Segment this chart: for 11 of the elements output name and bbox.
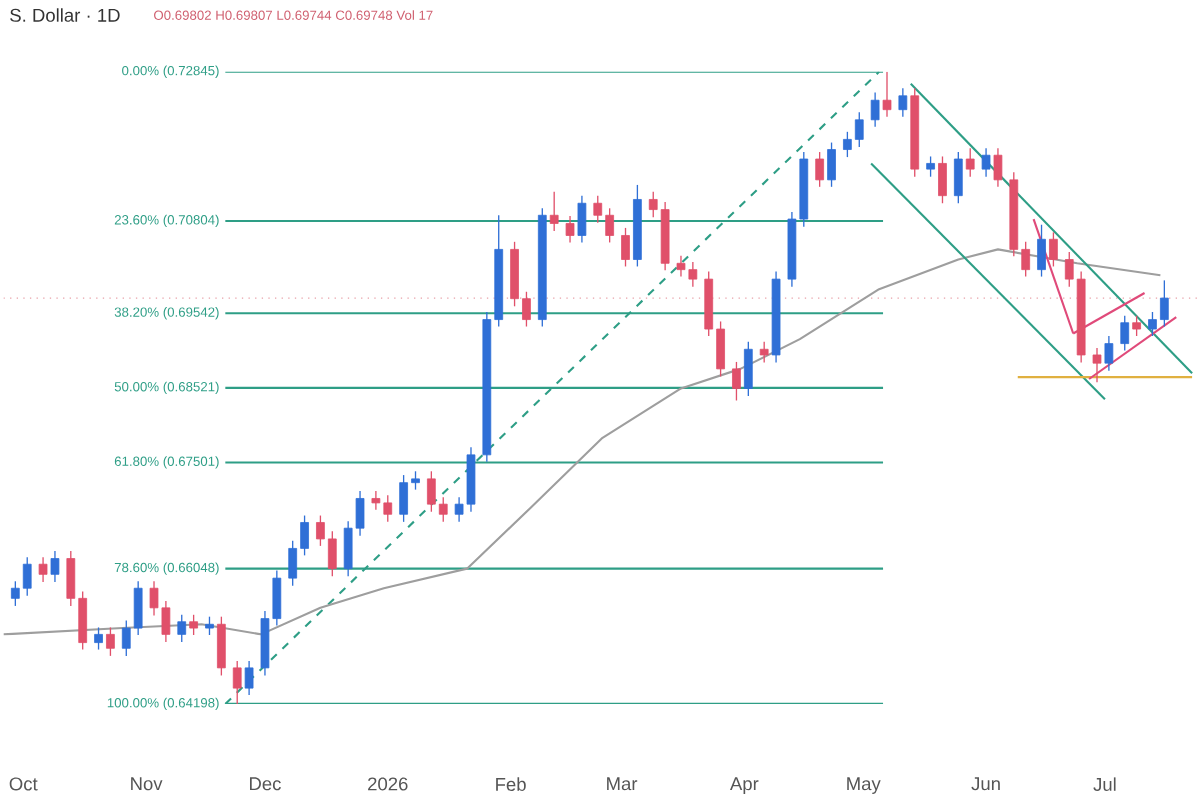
x-tick-label: Jun	[971, 776, 1000, 790]
x-tick-label: Feb	[496, 776, 526, 791]
x-tick-label: Apr	[729, 776, 759, 794]
x-tick-label: Jul	[1093, 776, 1116, 791]
x-tick-label: Mar	[607, 776, 638, 790]
x-tick-label: Dec	[250, 776, 281, 790]
chart-title: S. Dollar · 1D	[10, 7, 120, 22]
x-tick-label: Oct	[9, 777, 38, 791]
x-tick-label: Nov	[131, 776, 163, 790]
x-tick-label: 2026	[368, 777, 408, 791]
x-tick-label: May	[847, 776, 881, 794]
